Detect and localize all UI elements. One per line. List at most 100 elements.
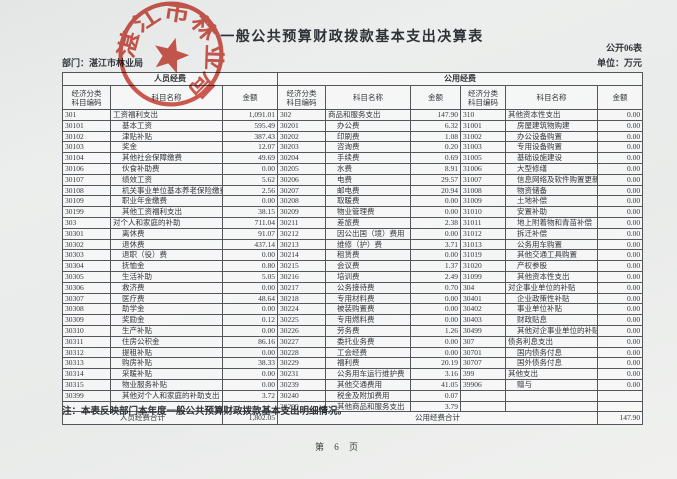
cell-code: 30208 — [277, 195, 327, 208]
cell-code: 31001 — [460, 119, 507, 132]
cell-code: 31013 — [460, 238, 507, 251]
cell-amount: 0.00 — [597, 378, 644, 391]
table-row: 30308 助学金 0.00 30224 被装购置费 0.00 30402 事业单位补贴 0.0… — [62, 303, 644, 316]
cell-name: 退休费 — [110, 238, 223, 251]
cell-amount: 0.00 — [410, 346, 462, 359]
cell-amount: 2.38 — [410, 216, 462, 229]
cell-amount: 0.00 — [597, 216, 644, 229]
cell-code: 31099 — [460, 270, 507, 283]
cell-name: 被装购置费 — [325, 303, 412, 316]
cell-code: 30211 — [277, 216, 327, 229]
cell-name: 土地补偿 — [505, 195, 599, 208]
cell-code: 30224 — [277, 303, 327, 316]
table-row: 30313 购房补贴 38.33 30229 福利费 20.19 30707 国外债务付息 0.… — [62, 357, 644, 370]
cell-amount: 5.05 — [221, 270, 279, 283]
cell-amount: 0.00 — [597, 281, 644, 294]
cell-amount: 12.07 — [221, 141, 279, 154]
cell-code: 30201 — [277, 119, 327, 132]
cell-amount: 0.00 — [221, 378, 279, 391]
cell-name: 商品和服务支出 — [325, 109, 412, 121]
cell-amount: 0.00 — [597, 109, 644, 121]
cell-name: 企业政策性补贴 — [505, 292, 599, 305]
col-header-amount: 金额 — [221, 85, 279, 110]
cell-amount: 0.00 — [410, 249, 462, 262]
cell-code: 30102 — [62, 130, 111, 143]
cell-name: 退职（役）费 — [110, 249, 223, 262]
cell-amount: 711.04 — [221, 216, 279, 229]
cell-name: 咨询费 — [325, 141, 412, 154]
cell-name: 财政贴息 — [505, 314, 599, 326]
cell-code: 31006 — [460, 162, 507, 175]
cell-name: 房屋建筑物购建 — [505, 119, 599, 132]
cell-name: 提租补贴 — [110, 346, 223, 359]
cell-name: 事业单位补贴 — [505, 303, 599, 316]
cell-amount: 0.00 — [221, 324, 279, 337]
personnel-total-amount: 1,802.05 — [221, 411, 279, 426]
cell-name: 信息网络及软件购置更新 — [505, 173, 599, 186]
cell-code: 30212 — [277, 227, 327, 240]
cell-name: 因公出国（境）费用 — [325, 227, 412, 240]
cell-code: 31008 — [460, 184, 507, 197]
cell-name: 职业年金缴费 — [110, 195, 223, 208]
cell-code: 30209 — [277, 206, 327, 218]
cell-name: 国内债务付息 — [505, 346, 599, 359]
table-row: 30104 其他社会保障缴费 49.69 30204 手续费 0.69 31005 基础设施建… — [62, 152, 644, 164]
cell-code: 30302 — [62, 238, 111, 251]
cell-name: 其他对企事业单位的补贴 — [505, 324, 599, 337]
cell-amount: 1.08 — [410, 130, 462, 143]
cell-name: 赠与 — [505, 378, 599, 391]
cell-amount: 0.00 — [410, 314, 462, 326]
table-row: 303 对个人和家庭的补助 711.04 30211 差旅费 2.38 31011 地上附着物… — [62, 216, 644, 229]
cell-code: 30228 — [277, 346, 327, 359]
cell-name: 印刷费 — [325, 130, 412, 143]
cell-amount: 3.79 — [410, 400, 462, 413]
cell-name: 差旅费 — [325, 216, 412, 229]
cell-amount: 0.00 — [597, 324, 644, 337]
cell-amount: 0.80 — [221, 260, 279, 272]
cell-name: 手续费 — [325, 152, 412, 164]
cell-code: 30214 — [277, 249, 327, 262]
col-header-code: 经济分类 科目编码 — [460, 85, 507, 110]
cell-code: 30310 — [62, 324, 111, 337]
cell-code: 30701 — [460, 346, 507, 359]
cell-amount: 0.00 — [597, 227, 644, 240]
cell-name: 办公设备购置 — [505, 130, 599, 143]
cell-amount: 0.00 — [410, 292, 462, 305]
cell-name: 取暖费 — [325, 195, 412, 208]
cell-code: 30217 — [277, 281, 327, 294]
cell-code: 30707 — [460, 357, 507, 370]
cell-amount: 0.00 — [410, 195, 462, 208]
cell-amount: 0.00 — [597, 270, 644, 283]
table-row: 30199 其他工资福利支出 38.15 30209 物业管理费 0.00 31010 安置补… — [62, 206, 644, 218]
cell-name: 对个人和家庭的补助 — [110, 216, 223, 229]
cell-name: 租赁费 — [325, 249, 412, 262]
group-header-personnel: 人员经费 — [61, 72, 279, 86]
footnote: 注：本表反映部门本年度一般公共预算财政拨款基本支出明细情况。 — [62, 407, 348, 417]
cell-name: 邮电费 — [325, 184, 412, 197]
cell-code: 31002 — [460, 130, 507, 143]
cell-code — [460, 389, 507, 402]
table-row: 30314 采暖补贴 0.00 30231 公务用车运行维护费 3.16 399 其他支出 0.… — [62, 368, 644, 380]
cell-code: 31010 — [460, 206, 507, 218]
cell-name: 基础设施建设 — [505, 152, 599, 164]
table-row: 30109 职业年金缴费 0.00 30208 取暖费 0.00 31009 土地补偿 0.00 — [62, 195, 644, 208]
cell-amount: 0.00 — [221, 346, 279, 359]
cell-name: 专用燃料费 — [325, 314, 412, 326]
cell-name: 生产补贴 — [110, 324, 223, 337]
table-row: 30301 离休费 91.07 30212 因公出国（境）费用 0.00 31012 拆迁补偿… — [62, 227, 644, 240]
col-header-code: 经济分类 科目编码 — [277, 85, 327, 110]
cell-code: 31020 — [460, 260, 507, 272]
unit-label: 单位：万元 — [596, 58, 642, 68]
cell-amount: 0.00 — [221, 281, 279, 294]
cell-name: 办公费 — [325, 119, 412, 132]
table-row: 30315 物业服务补贴 0.00 30239 其他交通费用 41.05 39906 赠与 0.… — [62, 378, 644, 391]
page-title: 一般公共预算财政拨款基本支出决算表 — [220, 30, 484, 45]
cell-name: 电费 — [325, 173, 412, 186]
cell-amount: 3.16 — [410, 368, 462, 380]
table-row: 30312 提租补贴 0.00 30228 工会经费 0.00 30701 国内债务付息 0.0… — [62, 346, 644, 359]
table-row: 30310 生产补贴 0.00 30226 劳务费 1.26 30499 其他对企事业单位的补… — [62, 324, 644, 337]
group-header-public: 公用经费 — [277, 72, 644, 86]
table-row: 30307 医疗费 48.64 30218 专用材料费 0.00 30401 企业政策性补贴 0… — [62, 292, 644, 305]
cell-code: 30226 — [277, 324, 327, 337]
cell-amount: 38.15 — [221, 206, 279, 218]
